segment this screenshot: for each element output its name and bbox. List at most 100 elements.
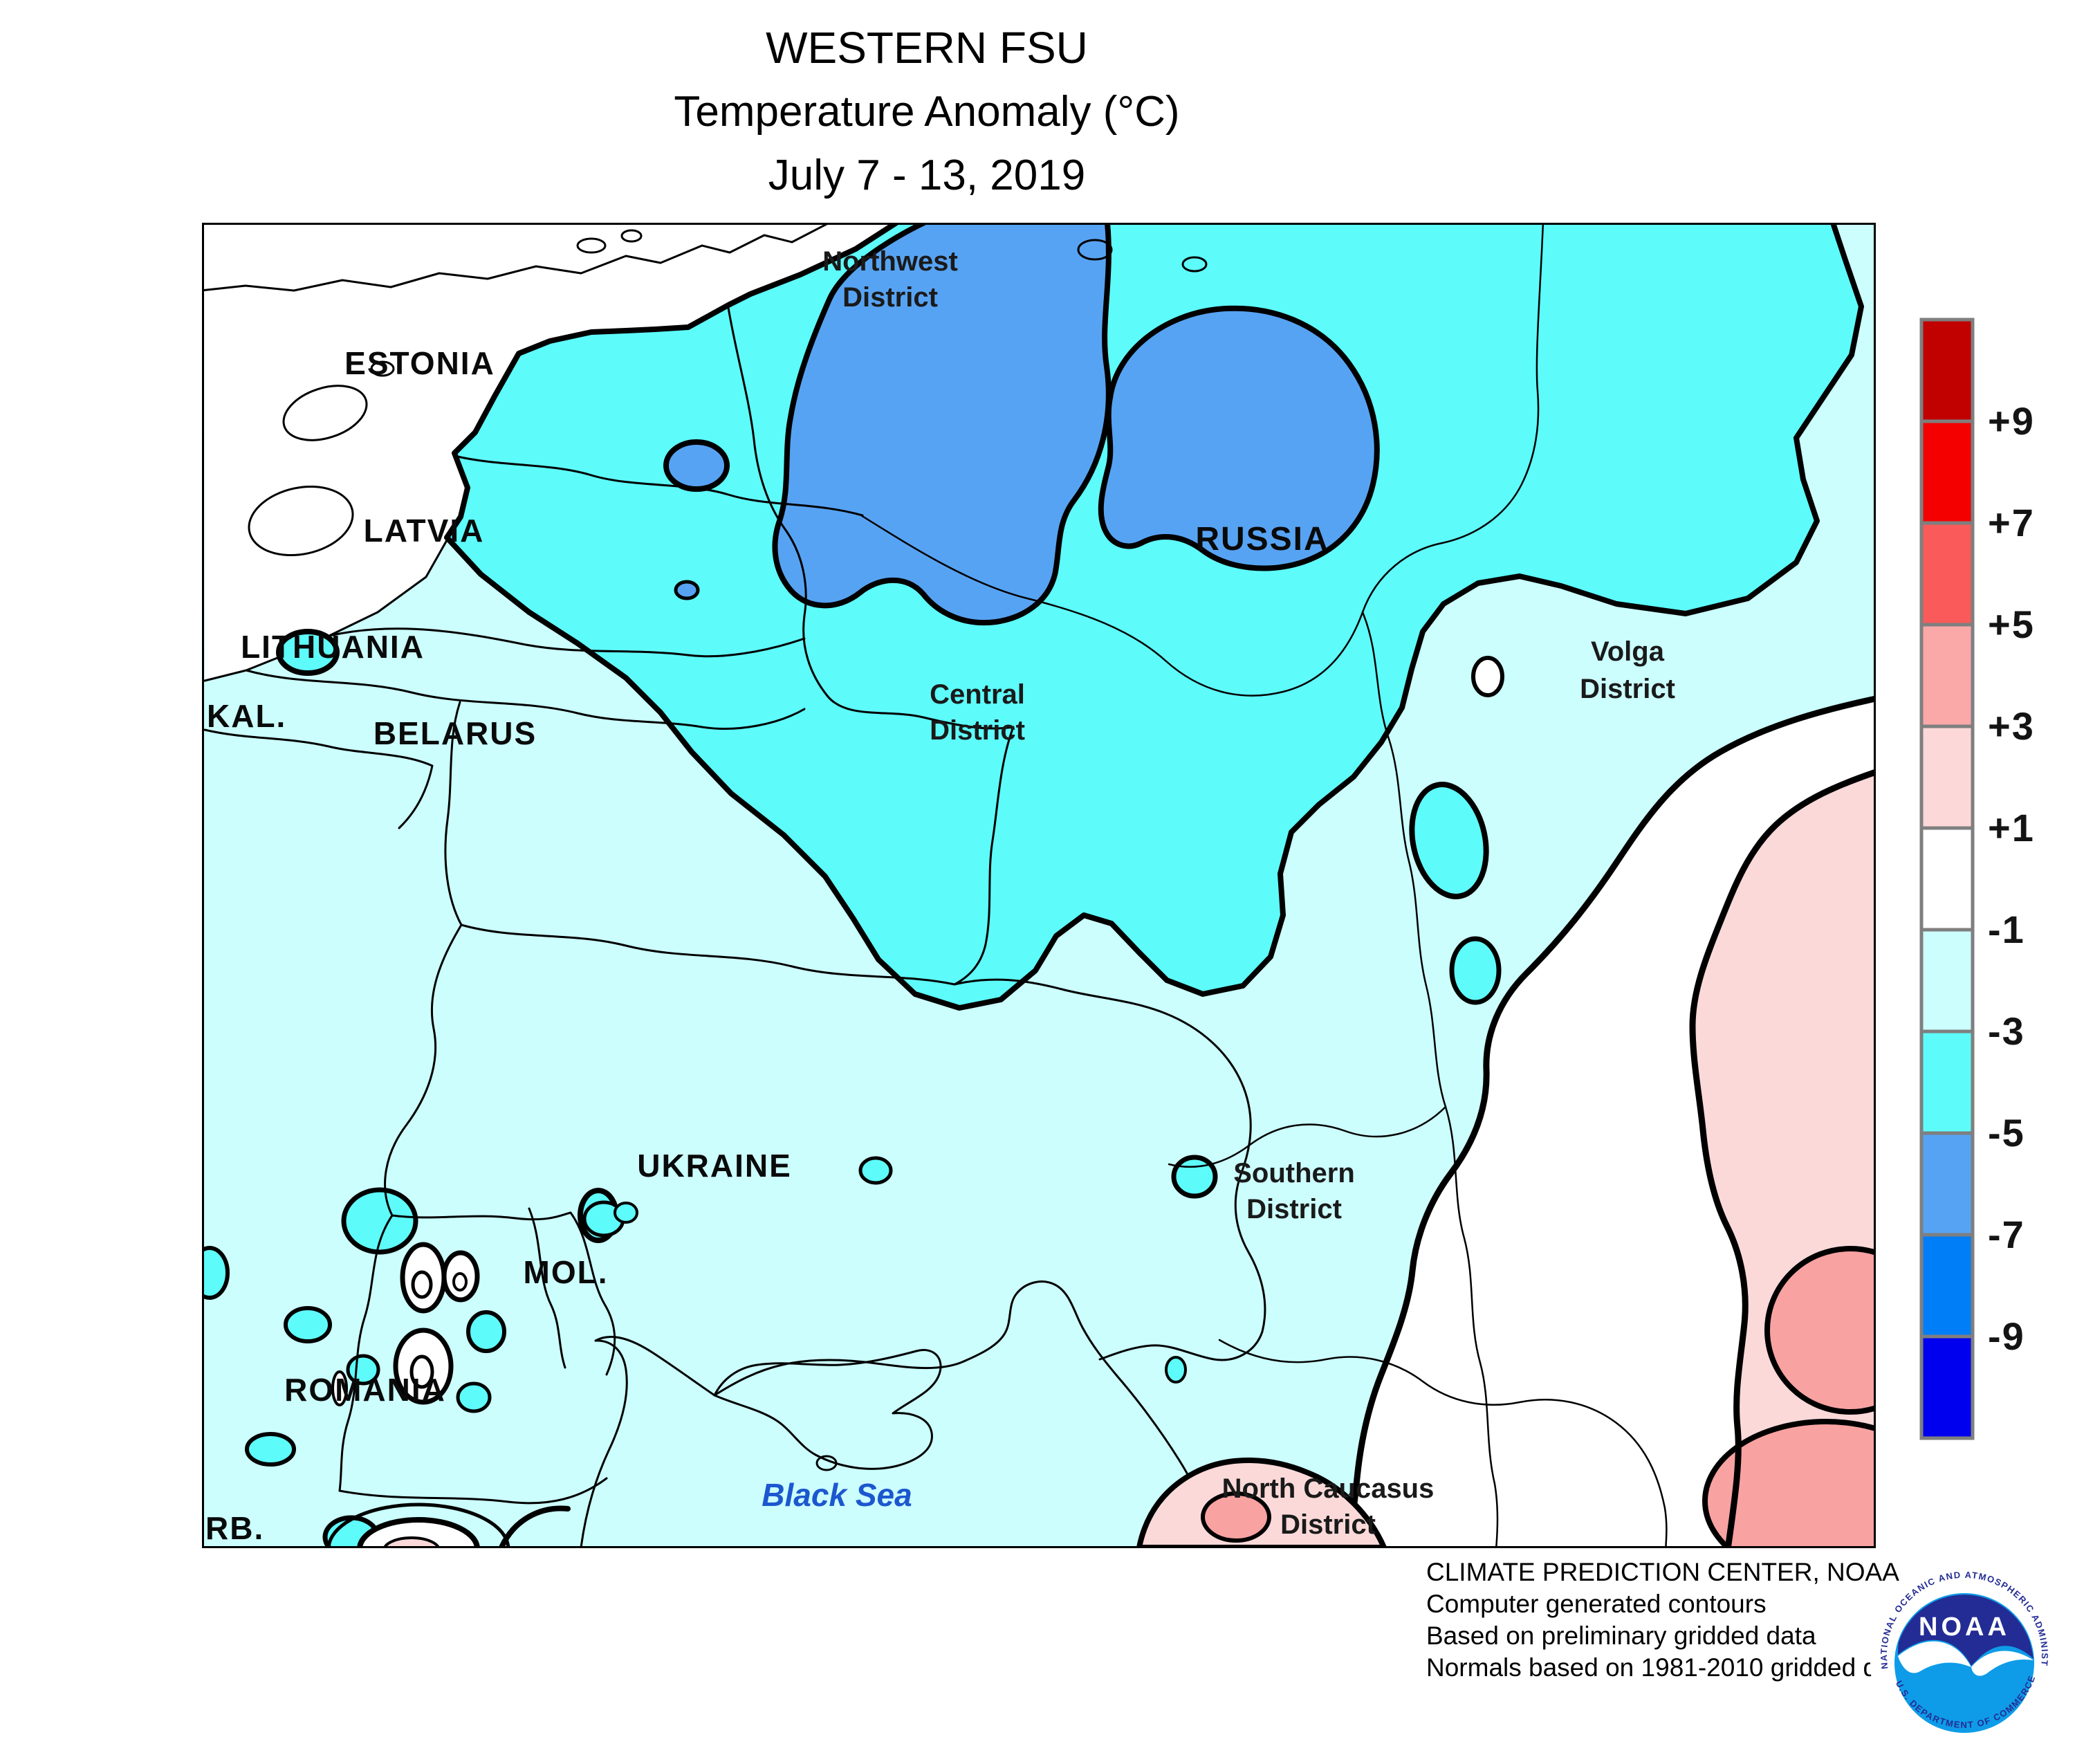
very-cold-lobes — [663, 225, 1380, 626]
label-black-sea: Black Sea — [762, 1477, 912, 1513]
inner-ring — [409, 1354, 434, 1389]
map-labels: ESTONIA LATVIA LITHUANIA KAL. BELARUS RU… — [205, 246, 1675, 1546]
legend-tick: +5 — [1988, 603, 2035, 646]
minus-one-contour — [1345, 695, 1874, 1546]
legend-tick: +9 — [1988, 399, 2035, 443]
attribution-block: CLIMATE PREDICTION CENTER, NOAA Computer… — [1426, 1556, 1913, 1684]
label-volga-district-1: Volga — [1591, 636, 1665, 667]
cold-blobs — [204, 629, 1502, 1546]
northwest-cold-lobe — [772, 225, 1112, 626]
black-sea-region — [580, 1280, 1223, 1546]
attribution-line: Normals based on 1981-2010 gridded data — [1426, 1653, 1913, 1682]
label-central-district-2: District — [930, 715, 1025, 746]
logo-acronym: NOAA — [1919, 1613, 2010, 1642]
border-ukraine-west — [384, 924, 463, 1217]
cold-anomaly-blob — [341, 1187, 418, 1255]
cold-anomaly-blob — [674, 580, 700, 600]
map-title: WESTERN FSU Temperature Anomaly (°C) Jul… — [235, 15, 1618, 208]
legend-tick: -9 — [1988, 1314, 2025, 1358]
border-moldova-east — [391, 1211, 616, 1376]
country-borders — [204, 306, 1266, 1505]
island — [370, 360, 395, 377]
warm-blobs — [1702, 1246, 1874, 1546]
legend-cell — [1919, 928, 1975, 1033]
legend-cell — [1919, 419, 1975, 525]
neutral-blob — [441, 1250, 480, 1303]
border-russia-west — [727, 306, 1015, 986]
cold-anomaly-blob — [1409, 782, 1489, 899]
label-kaliningrad: KAL. — [207, 698, 286, 734]
legend-tick: +7 — [1988, 501, 2035, 544]
border-southern-caucasus — [1218, 1339, 1668, 1546]
label-serbia: RB. — [205, 1510, 264, 1546]
cold-anomaly-blob — [204, 1246, 230, 1300]
attribution-line: CLIMATE PREDICTION CENTER, NOAA — [1426, 1558, 1899, 1586]
legend-tick: -3 — [1988, 1009, 2025, 1053]
cold-anomaly-blob — [466, 1310, 506, 1353]
island — [620, 229, 643, 243]
border-kaliningrad — [204, 728, 434, 829]
neutral-blob — [393, 1327, 454, 1405]
border-latvia-lithuania — [328, 627, 806, 658]
cold-anomaly-blob — [1449, 936, 1502, 1005]
label-north-caucasus-district-1: North Caucasus — [1222, 1473, 1435, 1504]
label-romania: ROMANIA — [284, 1372, 446, 1408]
lake — [1077, 239, 1113, 261]
island — [576, 237, 607, 254]
lake — [1181, 256, 1208, 273]
border-belarus-west — [444, 701, 463, 926]
border-ukraine-russia — [953, 978, 1266, 1361]
label-estonia: ESTONIA — [344, 345, 495, 381]
noaa-logo: NOAA NATIONAL OCEANIC AND ATMOSPHERIC AD… — [1868, 1566, 2058, 1757]
legend-cell — [1919, 724, 1975, 830]
attribution-line: Computer generated contours — [1426, 1590, 1767, 1618]
label-central-district-1: Central — [930, 679, 1025, 710]
island — [282, 385, 368, 441]
label-northwest-district-2: District — [842, 282, 938, 313]
warm-anomaly-blob — [1702, 1419, 1874, 1546]
border-estonia-latvia — [453, 454, 864, 517]
island — [248, 485, 354, 557]
label-volga-district-2: District — [1580, 674, 1675, 704]
border-moldova-west — [528, 1207, 566, 1369]
anomaly-map-svg: ESTONIA LATVIA LITHUANIA KAL. BELARUS RU… — [204, 225, 1874, 1546]
legend-cell — [1919, 826, 1975, 932]
legend-tick: -7 — [1988, 1213, 2025, 1256]
cold-anomaly-blob — [456, 1381, 492, 1413]
legend-tick: +1 — [1988, 806, 2035, 849]
cold-anomaly-blob — [663, 439, 730, 492]
neutral-bullseyes — [331, 656, 1504, 1406]
baltic-islands — [248, 229, 643, 557]
outer-ring — [326, 1503, 510, 1546]
warm-anomaly-blob — [1764, 1246, 1874, 1415]
cold-anomaly-blob — [1171, 1155, 1218, 1199]
logo-gull-icon — [1898, 1641, 1971, 1673]
border-volga-southern — [1444, 1105, 1499, 1546]
border-southern-central — [1168, 1105, 1447, 1168]
map-canvas: ESTONIA LATVIA LITHUANIA KAL. BELARUS RU… — [202, 223, 1876, 1548]
neutral-blob — [331, 1370, 348, 1406]
label-ukraine: UKRAINE — [637, 1148, 792, 1184]
legend-cell — [1919, 1334, 1975, 1440]
district-borders — [860, 225, 1668, 1546]
cold-anomaly-blob — [1165, 1356, 1187, 1384]
cold-anomaly-blob — [284, 1306, 332, 1343]
logo-gull-wing-icon — [1971, 1651, 2034, 1676]
border-belarus-ukraine — [460, 924, 956, 986]
balkan-contour-arc — [499, 1505, 571, 1546]
label-northwest-district-1: Northwest — [822, 246, 958, 277]
legend-cell — [1919, 1131, 1975, 1237]
label-north-caucasus-district-2: District — [1280, 1509, 1376, 1540]
neutral-blob — [400, 1242, 447, 1314]
label-southern-district-1: Southern — [1233, 1158, 1355, 1188]
finland-coastline — [204, 225, 828, 292]
legend-tick: +3 — [1988, 704, 2035, 748]
warm-anomaly-blob — [383, 1536, 440, 1546]
neutral-blob — [1471, 656, 1504, 697]
label-russia: RUSSIA — [1195, 521, 1329, 558]
label-latvia: LATVIA — [364, 513, 485, 549]
border-central-volga — [1361, 611, 1447, 1108]
title-period: July 7 - 13, 2019 — [768, 151, 1086, 199]
label-belarus: BELARUS — [374, 715, 537, 751]
